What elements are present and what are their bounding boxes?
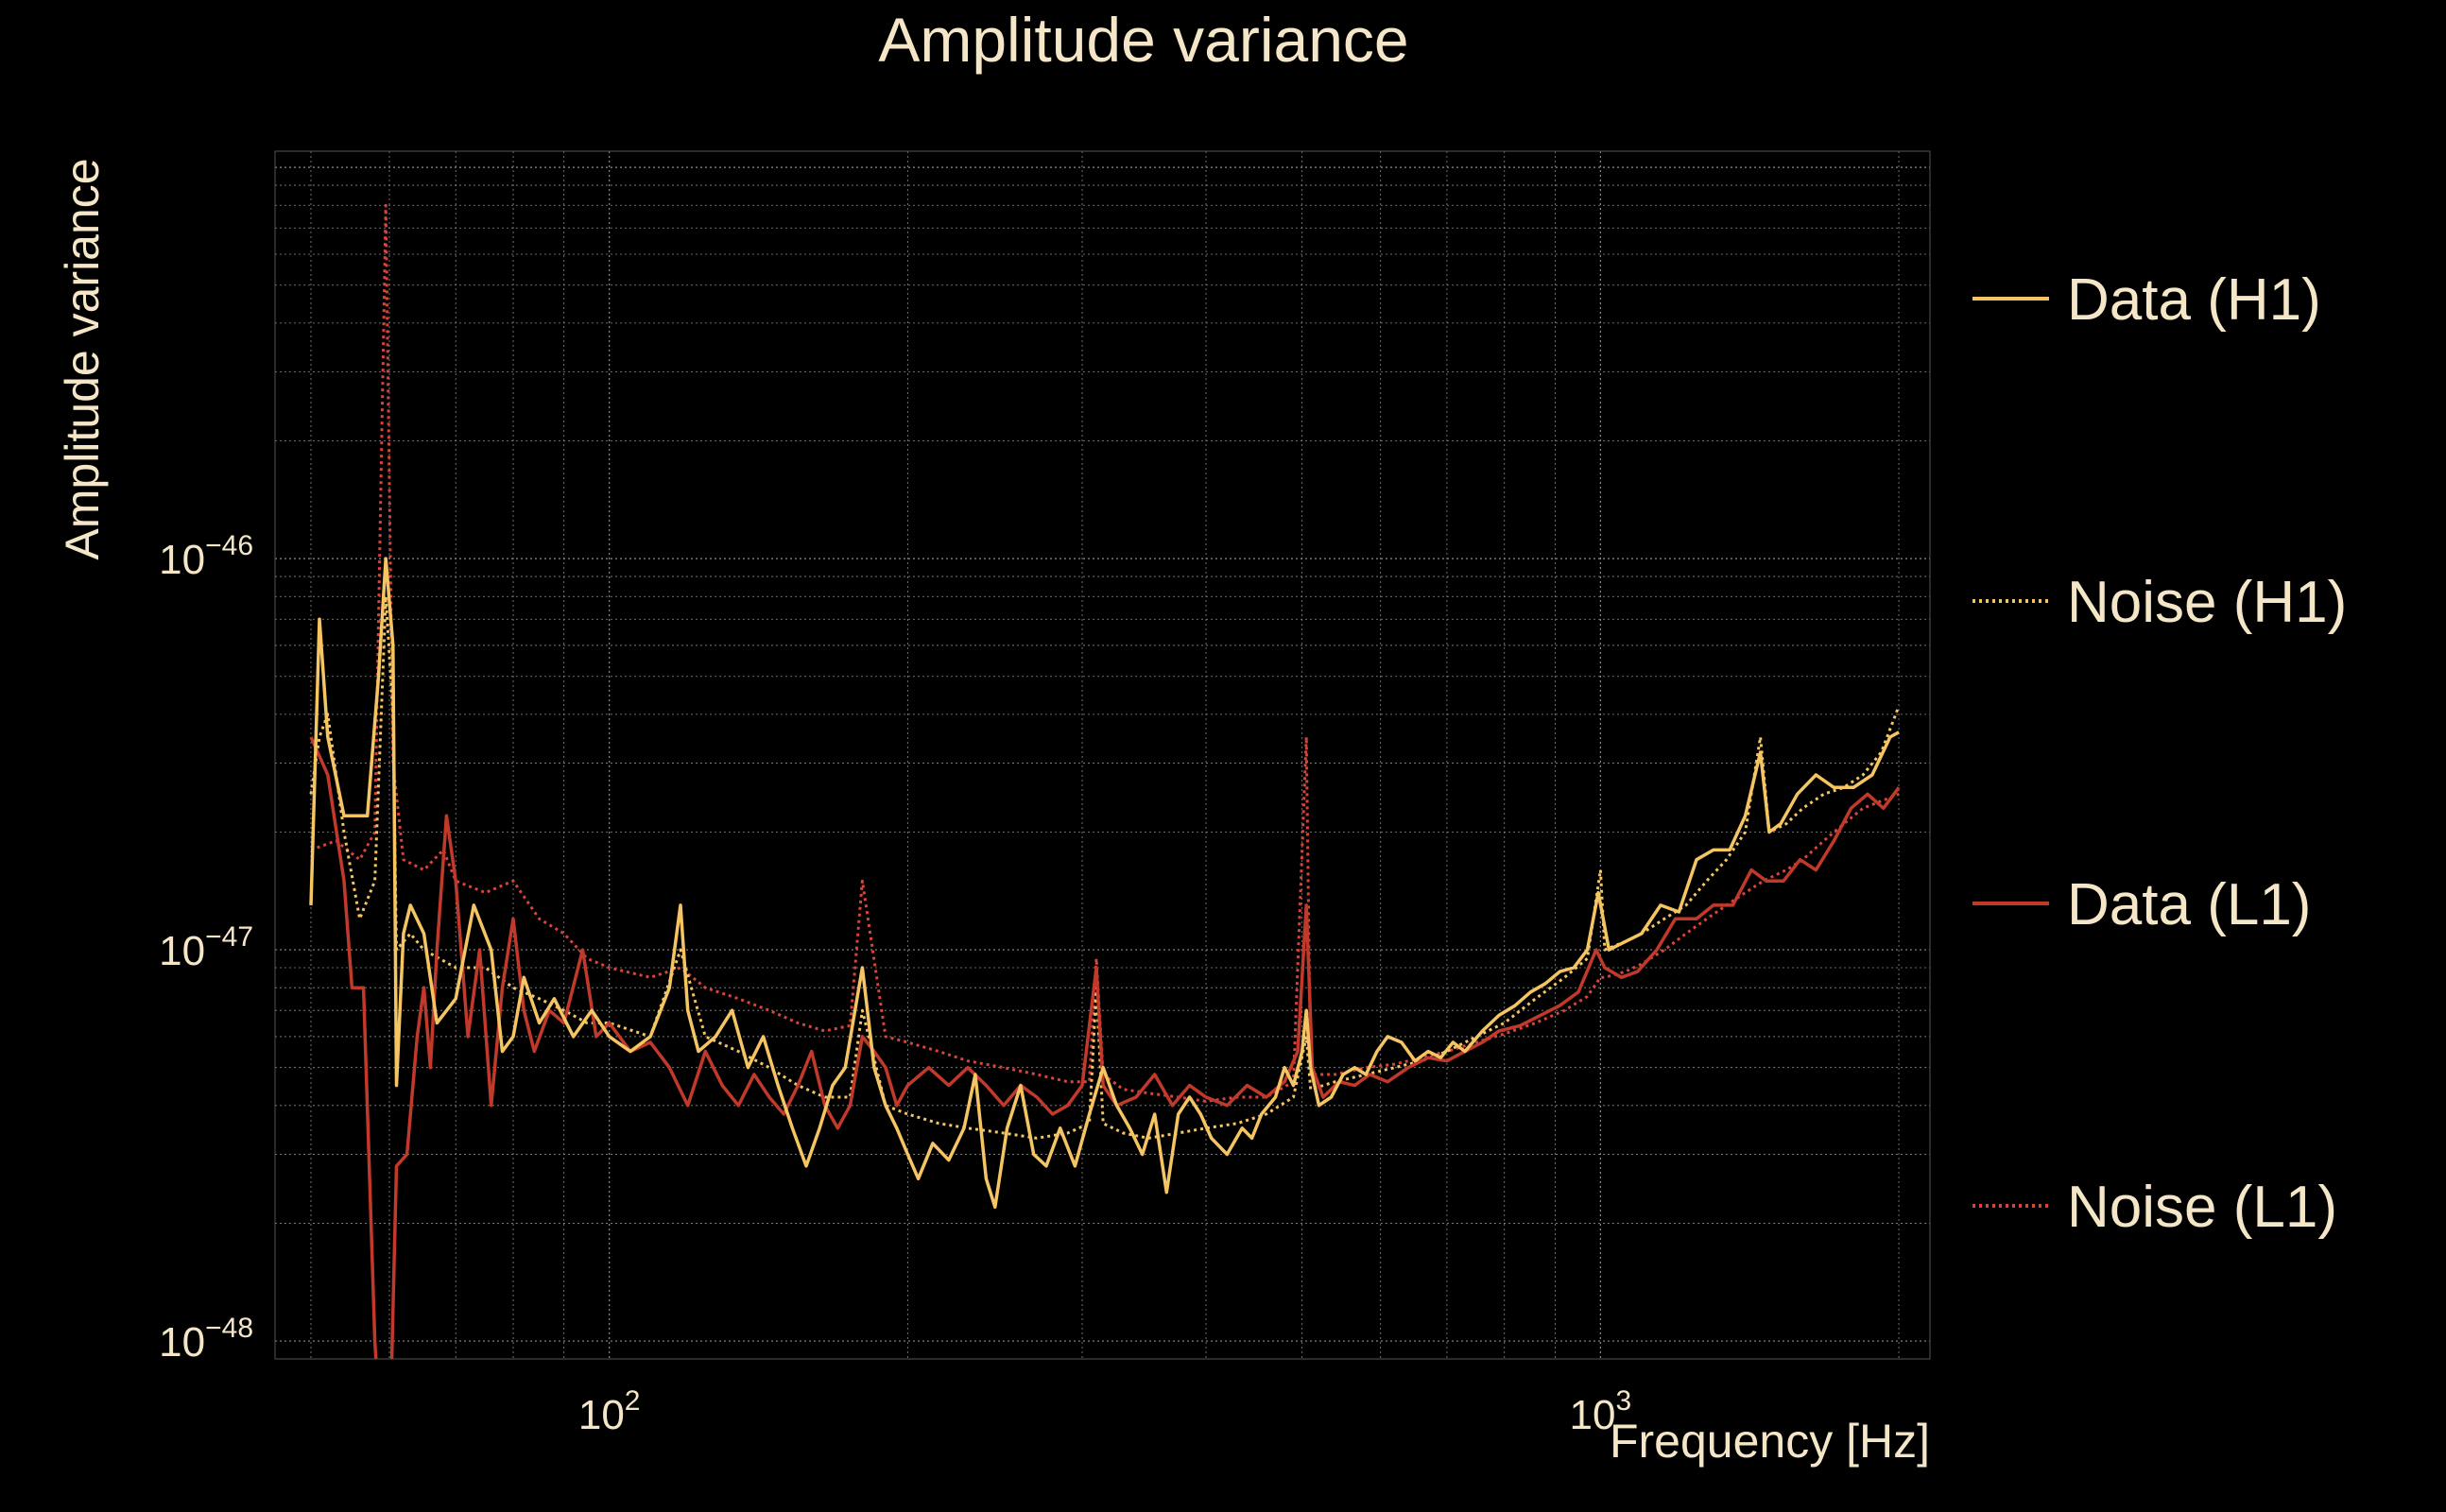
- legend-label: Data (H1): [2067, 267, 2321, 333]
- y-axis-label: Amplitude variance: [56, 158, 109, 559]
- plot-series: [309, 203, 1901, 1359]
- x-tick-label: 102: [578, 1385, 641, 1438]
- x-axis-label: Frequency [Hz]: [1610, 1415, 1930, 1468]
- tick-labels: 102 103 10−48 10−47 10−46: [159, 530, 1631, 1438]
- legend-label: Noise (H1): [2067, 570, 2347, 635]
- x-tick-label: 103: [1570, 1385, 1632, 1438]
- legend-label: Data (L1): [2067, 872, 2311, 937]
- y-tick-label: 10−46: [159, 530, 253, 583]
- y-tick-label: 10−48: [159, 1313, 253, 1366]
- legend-label: Noise (L1): [2067, 1175, 2337, 1240]
- y-tick-label: 10−47: [159, 921, 253, 974]
- legend: Data (H1) Noise (H1) Data (L1) Noise (L1): [1972, 267, 2347, 1240]
- grid-lines: [275, 151, 1930, 1359]
- series-line-data-h1: [309, 557, 1900, 1210]
- plot-area-frame: [274, 150, 1931, 1360]
- chart-title: Amplitude variance: [878, 5, 1408, 75]
